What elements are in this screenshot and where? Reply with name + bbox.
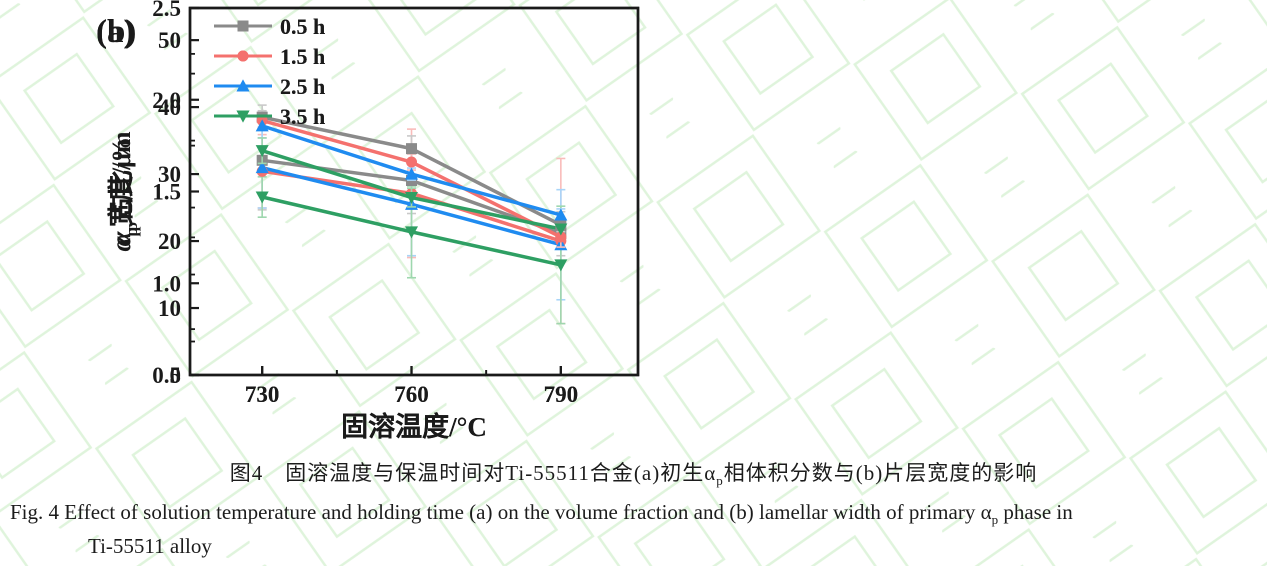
data-point-marker: [555, 231, 567, 243]
y-tick-label: 0: [170, 363, 182, 388]
caption-en-subscript: p: [991, 512, 999, 528]
figure-caption-english-line2: Ti-55511 alloy: [88, 534, 212, 558]
x-tick-label: 790: [544, 382, 579, 407]
data-point-marker: [255, 145, 269, 158]
y-tick-label: 20: [158, 229, 181, 254]
legend-item-1.5 h: 1.5 h: [214, 44, 325, 69]
y-tick-label: 2.5: [152, 0, 181, 21]
data-point-marker: [405, 226, 419, 239]
panel-label: (b): [96, 14, 136, 50]
legend: 0.5 h 1.5 h 2.5 h 3.5 h: [214, 14, 325, 129]
legend-label: 0.5 h: [280, 14, 325, 39]
series-markers-3.5 h: [255, 191, 568, 272]
legend-label: 3.5 h: [280, 104, 325, 129]
legend-label: 1.5 h: [280, 44, 325, 69]
data-point-marker: [405, 192, 419, 205]
panel-label: (a): [96, 14, 134, 50]
chart-b: (b) 730 760 790 0 10 20 30 40 50 固溶温度/°C αp占比/% 0.5 …: [0, 0, 660, 445]
data-point-marker: [405, 167, 419, 180]
figure-caption-english-line1: Fig. 4 Effect of solution temperature an…: [10, 500, 1073, 528]
caption-en-text-end: phase in: [998, 500, 1073, 524]
series-markers-2.5 h: [255, 119, 568, 221]
legend-marker: [236, 79, 250, 92]
y-axis-label: αp占比/%: [106, 137, 141, 247]
y-tick-label: 2.0: [152, 88, 181, 113]
x-tick-label: 730: [245, 382, 280, 407]
caption-cn-text-end: 相体积分数与(b)片层宽度的影响: [723, 461, 1038, 485]
x-axis-label: 固溶温度/°C: [341, 411, 487, 442]
y-tick-label: 1.5: [152, 180, 181, 205]
legend-item-2.5 h: 2.5 h: [214, 74, 325, 99]
y-tick-label: 30: [158, 162, 181, 187]
data-point-marker: [554, 208, 568, 221]
data-point-marker: [554, 259, 568, 272]
legend-label: 2.5 h: [280, 74, 325, 99]
data-point-marker: [255, 119, 269, 132]
y-tick-label: 10: [158, 296, 181, 321]
caption-cn-text: 图4 固溶温度与保温时间对Ti-55511合金(a)初生α: [229, 461, 717, 485]
data-point-marker: [406, 156, 418, 168]
legend-item-0.5 h: 0.5 h: [214, 14, 325, 39]
figure-caption-chinese: 图4 固溶温度与保温时间对Ti-55511合金(a)初生αp相体积分数与(b)片…: [0, 457, 1267, 489]
caption-cn-subscript: p: [716, 473, 724, 489]
legend-marker: [236, 110, 250, 123]
legend-label: 2.5 h: [280, 74, 325, 99]
y-tick-label: 0.5: [152, 363, 181, 388]
x-tick-label: 730: [245, 382, 280, 407]
y-axis-label: αp宽度/μm: [106, 131, 141, 251]
data-point-marker: [255, 161, 269, 174]
x-tick-label: 760: [394, 382, 429, 407]
x-axis-label: 固溶温度/°C: [341, 411, 487, 442]
data-point-marker: [255, 191, 269, 204]
legend-marker: [237, 50, 249, 62]
x-tick-label: 760: [394, 382, 429, 407]
data-point-marker: [554, 223, 568, 236]
y-tick-label: 40: [158, 95, 181, 120]
y-tick-label: 1.0: [152, 271, 181, 296]
data-point-marker: [406, 143, 418, 155]
series-markers-3.5 h: [255, 145, 568, 236]
series-markers-1.5 h: [256, 115, 567, 243]
chart-b-svg: (b) 730 760 790 0 10 20 30 40 50 固溶温度/°C αp占比/% 0.5 …: [96, 6, 640, 442]
caption-en-text: Fig. 4 Effect of solution temperature an…: [10, 500, 992, 524]
y-tick-label: 50: [158, 28, 181, 53]
legend-label: 1.5 h: [280, 44, 325, 69]
plot-frame: [188, 6, 640, 377]
legend-item-3.5 h: 3.5 h: [214, 104, 325, 129]
legend-marker: [237, 20, 249, 32]
legend-label: 0.5 h: [280, 14, 325, 39]
x-tick-label: 790: [544, 382, 579, 407]
